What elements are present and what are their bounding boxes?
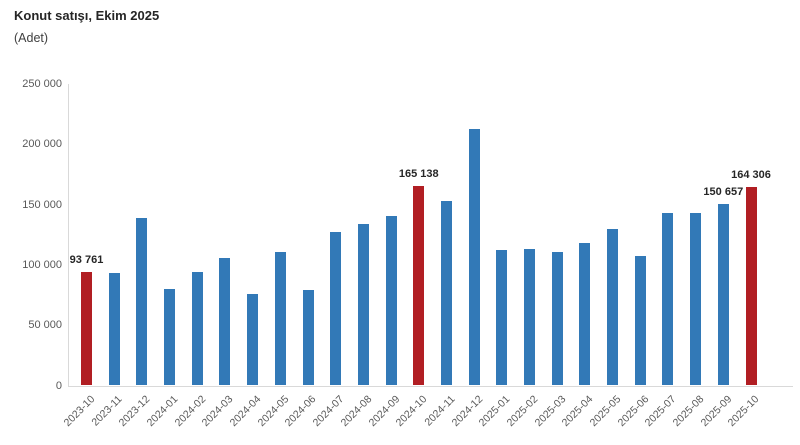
bar-2024-01: [164, 288, 176, 386]
bar-2025-02: [524, 249, 535, 386]
bar-2024-06: [302, 289, 314, 386]
bar-value-label: 164 306: [731, 169, 771, 182]
bar-2024-03: [219, 258, 231, 386]
bar-2025-08: [690, 212, 702, 386]
y-axis-tick-label: 200 000: [22, 138, 62, 151]
y-axis-line: [68, 84, 69, 386]
bar-2025-09: [717, 203, 729, 386]
bar-2025-06: [634, 255, 646, 386]
y-axis-tick-label: 250 000: [22, 78, 62, 90]
bar-2024-02: [191, 272, 203, 386]
bar-2025-01: [496, 250, 508, 386]
bar-2024-09: [385, 215, 397, 386]
x-axis-line: [68, 385, 793, 387]
bar-2024-10: [413, 186, 425, 386]
bar-2025-03: [551, 251, 563, 386]
bar-2024-11: [440, 200, 452, 386]
bar-2024-04: [247, 294, 259, 386]
x-axis-tick-label: 2023-10: [61, 393, 98, 430]
y-axis-tick-label: 50 000: [28, 319, 62, 332]
bar-2025-04: [579, 242, 591, 386]
bar-2025-05: [607, 228, 619, 386]
bar-value-label: 93 761: [69, 254, 104, 267]
bar-2025-10: [745, 187, 757, 386]
bar-2025-07: [662, 213, 674, 386]
bar-2024-05: [274, 252, 286, 386]
bar-2024-08: [357, 223, 369, 386]
bar-2023-10: [81, 272, 92, 386]
y-axis-tick-label: 0: [55, 379, 62, 392]
bar-2023-11: [108, 272, 120, 386]
bar-value-label: 150 657: [703, 185, 744, 198]
bar-2023-12: [136, 218, 148, 386]
bar-2024-12: [468, 129, 480, 386]
y-axis-tick-label: 100 000: [22, 258, 62, 271]
bar-2024-07: [330, 232, 342, 386]
y-axis-tick-label: 150 000: [22, 198, 62, 211]
chart-subtitle: (Adet): [14, 31, 49, 45]
chart-title: Konut satışı, Ekim 2025: [14, 8, 160, 23]
bar-value-label: 165 138: [398, 168, 439, 181]
